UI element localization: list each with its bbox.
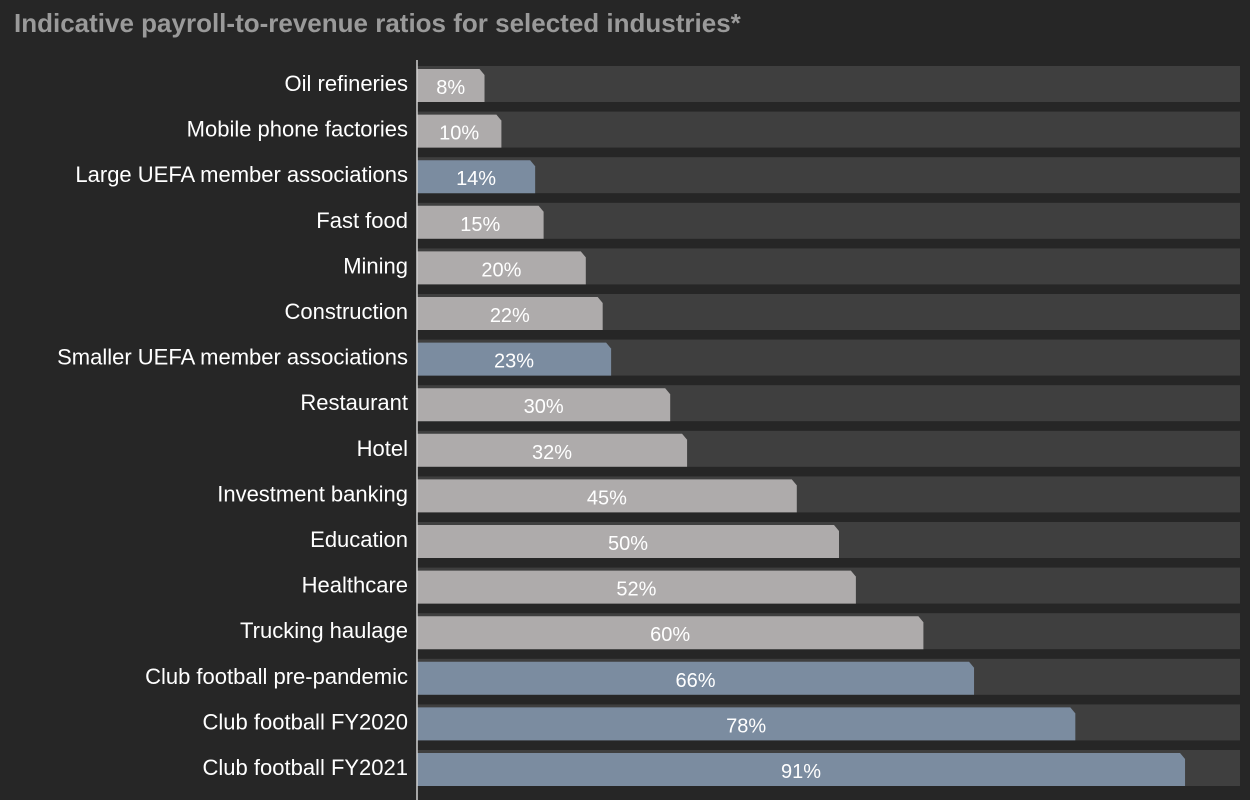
chart-title: Indicative payroll-to-revenue ratios for…: [14, 8, 741, 38]
bar: [417, 342, 612, 376]
data-label: 66%: [676, 670, 716, 692]
bar-track: [417, 66, 1240, 102]
category-label: Smaller UEFA member associations: [57, 345, 408, 370]
data-label: 10%: [439, 123, 479, 145]
bar: [417, 297, 603, 330]
bar: [417, 661, 975, 695]
bar: [417, 433, 688, 467]
data-label: 78%: [726, 715, 766, 737]
category-label: Trucking haulage: [240, 618, 408, 643]
bar: [417, 707, 1076, 741]
category-label: Restaurant: [300, 390, 408, 415]
bar: [417, 205, 544, 239]
category-label: Hotel: [357, 436, 408, 461]
data-label: 52%: [616, 579, 656, 601]
category-label: Oil refineries: [285, 71, 408, 96]
data-label: 60%: [650, 624, 690, 646]
data-label: 14%: [456, 168, 496, 190]
bar-track: [417, 202, 1240, 239]
category-label: Club football pre-pandemic: [145, 664, 408, 689]
category-label: Fast food: [316, 208, 408, 233]
bar: [417, 525, 839, 558]
category-label: Large UEFA member associations: [75, 162, 408, 187]
data-label: 50%: [608, 533, 648, 555]
bar: [417, 114, 502, 148]
data-label: 8%: [436, 77, 465, 99]
data-label: 15%: [460, 214, 500, 236]
data-label: 22%: [490, 305, 530, 327]
data-label: 45%: [587, 487, 627, 509]
category-label: Club football FY2020: [203, 709, 408, 734]
category-label: Mining: [343, 253, 408, 278]
bar-track: [417, 157, 1240, 194]
bar: [417, 570, 856, 604]
data-label: 91%: [781, 761, 821, 783]
bar: [417, 479, 797, 513]
data-label: 23%: [494, 351, 534, 373]
bar: [417, 251, 586, 285]
bar: [417, 616, 924, 650]
data-label: 30%: [524, 396, 564, 418]
category-label: Club football FY2021: [203, 755, 408, 780]
category-label: Construction: [284, 299, 408, 324]
bar-track: [417, 111, 1240, 148]
category-label: Investment banking: [217, 481, 408, 506]
bar: [417, 388, 671, 422]
data-label: 20%: [481, 259, 521, 281]
bar: [417, 753, 1186, 786]
data-label: 32%: [532, 442, 572, 464]
category-label: Education: [310, 527, 408, 552]
category-label: Healthcare: [302, 573, 408, 598]
bar: [417, 160, 536, 194]
category-label: Mobile phone factories: [187, 117, 408, 142]
bar: [417, 69, 485, 102]
